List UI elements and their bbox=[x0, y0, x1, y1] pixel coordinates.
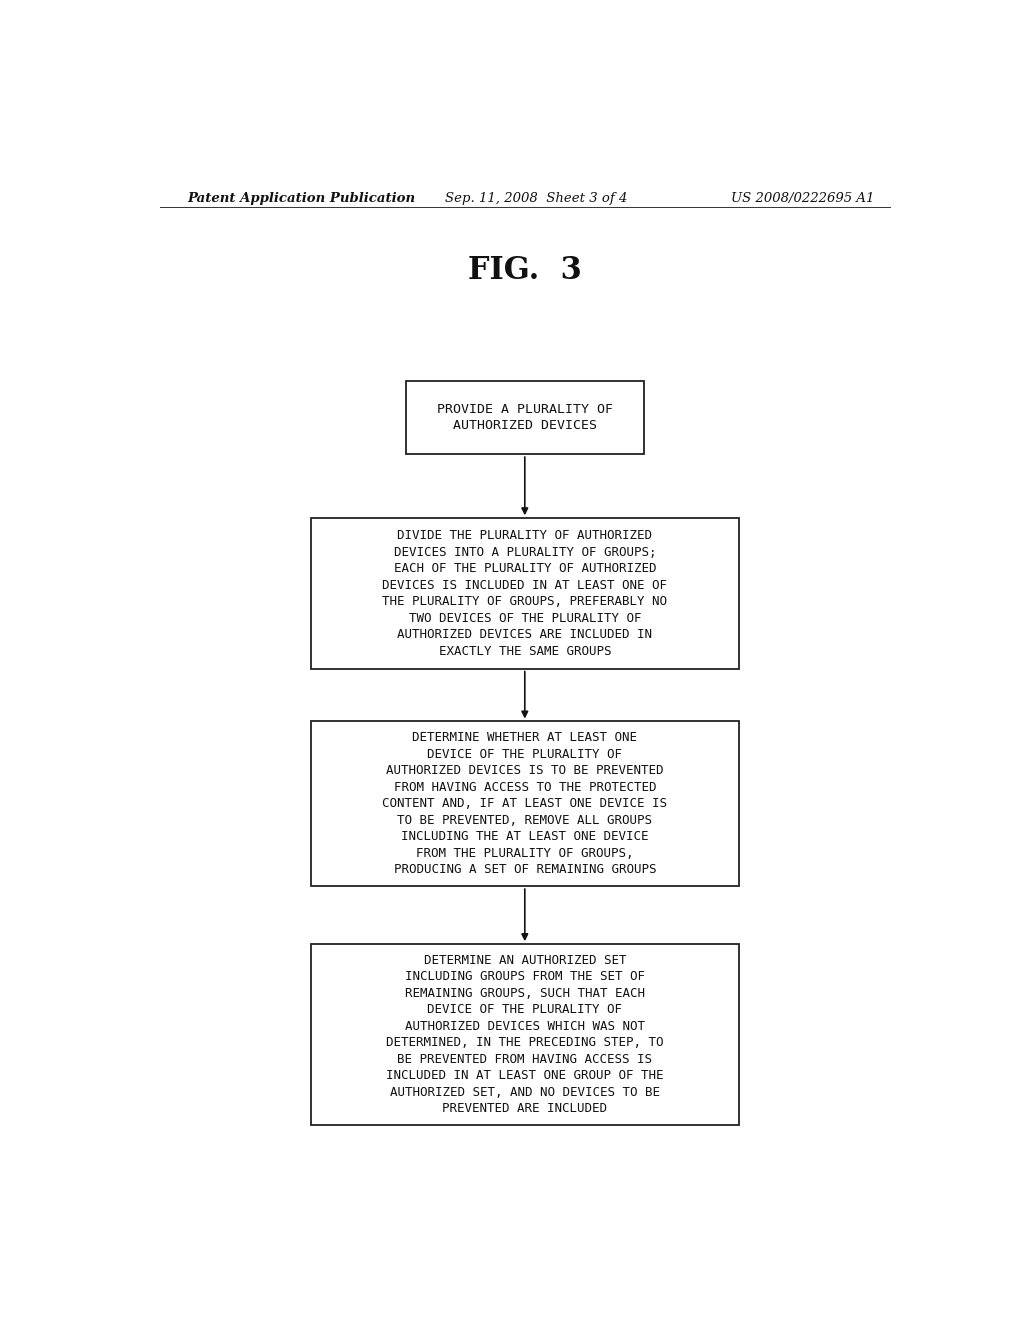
FancyBboxPatch shape bbox=[310, 944, 739, 1125]
Text: DETERMINE WHETHER AT LEAST ONE
DEVICE OF THE PLURALITY OF
AUTHORIZED DEVICES IS : DETERMINE WHETHER AT LEAST ONE DEVICE OF… bbox=[382, 731, 668, 876]
Text: US 2008/0222695 A1: US 2008/0222695 A1 bbox=[731, 191, 874, 205]
Text: DETERMINE AN AUTHORIZED SET
INCLUDING GROUPS FROM THE SET OF
REMAINING GROUPS, S: DETERMINE AN AUTHORIZED SET INCLUDING GR… bbox=[386, 954, 664, 1115]
FancyBboxPatch shape bbox=[310, 722, 739, 886]
Text: Sep. 11, 2008  Sheet 3 of 4: Sep. 11, 2008 Sheet 3 of 4 bbox=[445, 191, 628, 205]
Text: FIG.  3: FIG. 3 bbox=[468, 255, 582, 286]
FancyBboxPatch shape bbox=[310, 519, 739, 669]
Text: DIVIDE THE PLURALITY OF AUTHORIZED
DEVICES INTO A PLURALITY OF GROUPS;
EACH OF T: DIVIDE THE PLURALITY OF AUTHORIZED DEVIC… bbox=[382, 529, 668, 657]
FancyBboxPatch shape bbox=[406, 381, 644, 454]
Text: Patent Application Publication: Patent Application Publication bbox=[187, 191, 416, 205]
Text: PROVIDE A PLURALITY OF
AUTHORIZED DEVICES: PROVIDE A PLURALITY OF AUTHORIZED DEVICE… bbox=[437, 403, 612, 433]
